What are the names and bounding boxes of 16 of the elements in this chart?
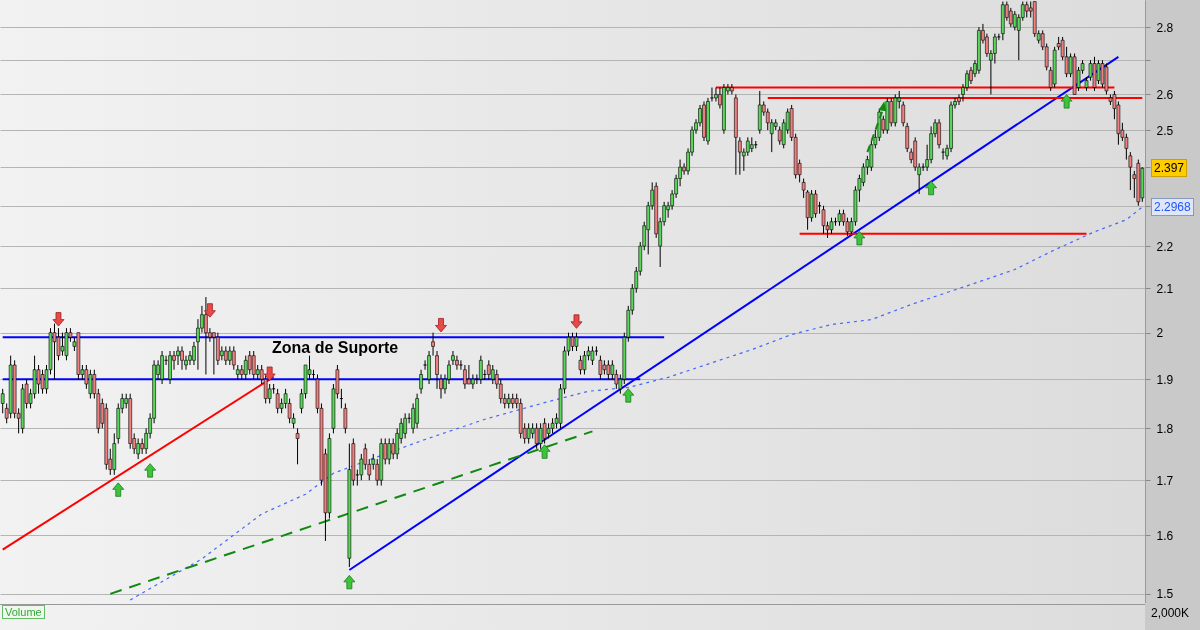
y-tick-label: 2.2 [1156,239,1174,254]
y-tick-label: 1.9 [1156,372,1174,387]
text: 2.2968 [1151,198,1194,217]
y-tick-label: 1.8 [1156,421,1174,436]
text: 2,000K [1151,606,1190,620]
y-tick-label: 2.6 [1156,87,1174,102]
y-tick-label: 2.8 [1156,20,1174,35]
y-tick-label: 2.5 [1156,123,1174,138]
text: 2.397 [1151,159,1188,178]
annotation: Zona de Suporte [272,339,399,357]
y-tick-label: 1.6 [1156,528,1174,543]
y-tick-label: 1.7 [1156,473,1174,488]
y-tick-label: 2.1 [1156,281,1174,296]
y-tick-label: 2 [1156,326,1164,341]
y-tick-label: 1.5 [1156,587,1174,602]
text: Volume [2,605,45,619]
